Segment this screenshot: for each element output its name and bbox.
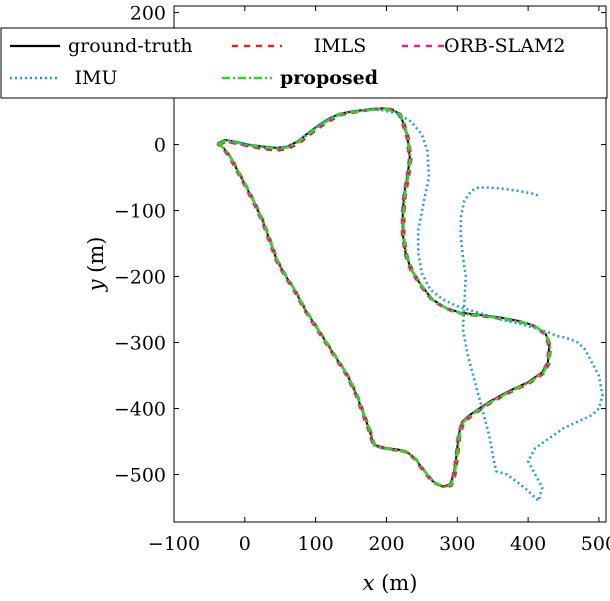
y-axis-label-var: y bbox=[84, 278, 108, 292]
x-tick-label: 100 bbox=[298, 533, 334, 555]
legend-label: IMU bbox=[75, 67, 118, 89]
y-axis-label: y (m) bbox=[84, 237, 108, 293]
y-tick-label: −500 bbox=[114, 464, 166, 486]
x-axis-label-unit: (m) bbox=[374, 571, 417, 595]
y-tick-label: −300 bbox=[114, 333, 166, 355]
legend-label: ORB-SLAM2 bbox=[444, 35, 566, 57]
x-tick-label: 0 bbox=[239, 533, 251, 555]
x-tick-label: 400 bbox=[510, 533, 546, 555]
y-tick-label: −100 bbox=[114, 201, 166, 223]
ticks-layer: −100 0 100 200 300 400 500 200 0 −100 −200 −300 −400… bbox=[114, 3, 610, 555]
x-axis-label: x (m) bbox=[363, 571, 418, 595]
legend-label: IMLS bbox=[314, 35, 367, 57]
x-tick-label: 500 bbox=[581, 533, 610, 555]
plot-frame bbox=[173, 5, 607, 523]
legend-label: proposed bbox=[280, 67, 378, 89]
y-tick-label: 200 bbox=[130, 3, 166, 25]
y-axis-label-unit: (m) bbox=[84, 237, 108, 280]
y-tick-label: 0 bbox=[154, 135, 166, 157]
series-line-orb-slam2 bbox=[216, 107, 550, 489]
legend-box bbox=[0, 27, 608, 99]
series-line-ground-truth bbox=[217, 107, 551, 488]
x-axis-label-var: x bbox=[363, 571, 375, 595]
series-layer bbox=[216, 107, 604, 503]
series-line-imls bbox=[218, 107, 553, 490]
x-tick-label: 300 bbox=[439, 533, 475, 555]
series-line-proposed bbox=[217, 107, 552, 489]
y-tick-label: −400 bbox=[114, 399, 166, 421]
legend-label: ground-truth bbox=[68, 35, 193, 57]
x-tick-label: −100 bbox=[148, 533, 200, 555]
x-tick-label: 200 bbox=[368, 533, 404, 555]
legend: ground-truth IMLS ORB-SLAM2 IMU proposed bbox=[0, 27, 608, 99]
y-tick-label: −200 bbox=[114, 267, 166, 289]
series-line-imu bbox=[217, 108, 604, 503]
